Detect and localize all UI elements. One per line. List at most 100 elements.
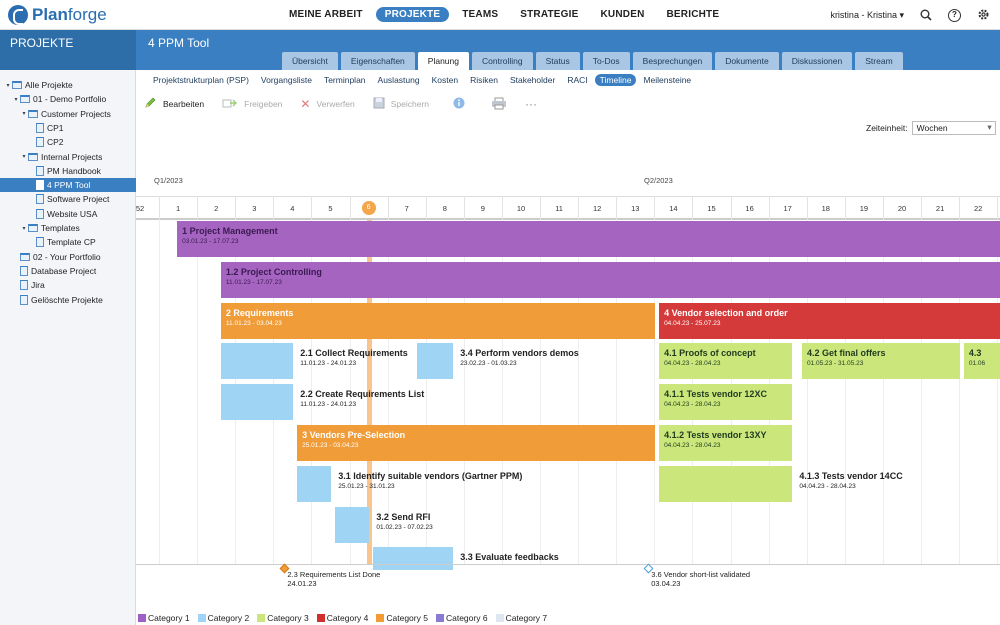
subnav-item-0[interactable]: Projektstrukturplan (PSP) xyxy=(153,75,249,85)
nav-item-strategie[interactable]: STRATEGIE xyxy=(520,9,579,20)
settings-gear-icon[interactable] xyxy=(977,8,990,23)
tree-item[interactable]: CP2 xyxy=(0,135,136,149)
brand-name-part1: Plan xyxy=(32,5,68,24)
nav-item-berichte[interactable]: BERICHTE xyxy=(666,9,720,20)
gantt-bar[interactable]: 4 Vendor selection and order 04.04.23 - 2… xyxy=(659,302,1000,339)
week-gridline xyxy=(844,220,846,565)
gantt-bar[interactable]: 4.2 Get final offers 01.05.23 - 31.05.23 xyxy=(801,343,960,380)
tab-0[interactable]: Übersicht xyxy=(282,52,338,70)
subnav-item-6[interactable]: Stakeholder xyxy=(509,75,556,85)
gantt-bar[interactable]: 4.1.2 Tests vendor 13XY 04.04.23 - 28.04.… xyxy=(659,425,793,461)
week-header xyxy=(136,196,1000,220)
nav-item-kunden[interactable]: KUNDEN xyxy=(600,9,645,20)
legend-swatch xyxy=(495,614,504,622)
discard-button[interactable]: ✕ Verwerfen xyxy=(300,97,354,111)
gantt-bar[interactable]: 4.1.1 Tests vendor 12XC 04.04.23 - 28.04.… xyxy=(659,384,793,421)
nav-item-teams[interactable]: TEAMS xyxy=(462,9,499,20)
tab-5[interactable]: To-Dos xyxy=(582,52,630,70)
gantt-bar[interactable]: 4.3 01.06 xyxy=(963,343,1000,380)
gantt-bar[interactable]: 2 Requirements 11.01.23 - 03.04.23 xyxy=(220,302,656,339)
gantt-bar[interactable] xyxy=(659,465,793,502)
gantt-bar[interactable] xyxy=(417,343,454,380)
legend-item[interactable]: Category 5 xyxy=(376,613,428,623)
tree-item[interactable]: ▾ Customer Projects xyxy=(0,107,136,121)
tree-item[interactable]: PM Handbook xyxy=(0,164,136,178)
tree-item[interactable]: ▾ Alle Projekte xyxy=(0,78,136,92)
legend-item[interactable]: Category 6 xyxy=(435,613,488,623)
gantt-bar[interactable]: 3 Vendors Pre-Selection 25.01.23 - 03.04.… xyxy=(297,425,656,461)
save-button[interactable]: Speichern xyxy=(373,97,429,112)
week-gridline xyxy=(311,220,313,565)
expand-chevron-icon[interactable]: ▾ xyxy=(6,82,10,89)
tree-item[interactable]: Database Project xyxy=(0,264,136,278)
edit-button[interactable]: Bearbeiten xyxy=(144,96,204,112)
subnav-item-4[interactable]: Kosten xyxy=(431,75,459,85)
tree-item[interactable]: Website USA xyxy=(0,207,136,221)
week-gridline xyxy=(540,220,541,565)
gantt-bar[interactable] xyxy=(297,465,332,502)
week-gridline xyxy=(425,220,427,565)
milestone[interactable]: 3.6 Vendor short-list validated 03.04.23 xyxy=(643,563,750,588)
tab-8[interactable]: Diskussionen xyxy=(781,52,853,70)
expand-chevron-icon[interactable]: ▾ xyxy=(14,96,18,103)
bar-title: 2 Requirements xyxy=(225,307,294,318)
user-menu[interactable]: kristina - Kristina ▾ xyxy=(830,10,904,21)
help-icon[interactable]: ? xyxy=(948,9,961,22)
legend-item[interactable]: Category 4 xyxy=(316,613,368,623)
time-unit-select[interactable]: Wochen xyxy=(911,121,996,135)
subnav-item-3[interactable]: Auslastung xyxy=(377,75,420,85)
bar-title: 3 Vendors Pre-Selection xyxy=(302,430,406,440)
search-icon[interactable] xyxy=(920,9,932,23)
tree-item[interactable]: CP1 xyxy=(0,121,136,135)
subnav-item-7[interactable]: RACI xyxy=(567,75,588,85)
gantt-bar[interactable]: 4.1 Proofs of concept 04.04.23 - 28.04.23 xyxy=(659,343,793,380)
gantt-bar[interactable] xyxy=(220,343,294,380)
tab-2[interactable]: Planung xyxy=(417,52,469,70)
tab-6[interactable]: Besprechungen xyxy=(632,52,713,70)
tree-item[interactable]: Gelöschte Projekte xyxy=(0,293,136,307)
expand-chevron-icon[interactable]: ▾ xyxy=(22,154,26,160)
tree-item[interactable]: Jira xyxy=(0,278,136,292)
tree-item[interactable]: ▾ 01 - Demo Portfolio xyxy=(0,92,136,106)
tree-item[interactable]: ▾ Internal Projects xyxy=(0,150,136,164)
tab-9[interactable]: Stream xyxy=(855,52,903,70)
gantt-bar[interactable] xyxy=(335,506,370,543)
legend-item[interactable]: Category 2 xyxy=(197,613,249,623)
nav-item-meine-arbeit[interactable]: MEINE ARBEIT xyxy=(289,9,363,20)
bar-dates: 23.02.23 - 01.03.23 xyxy=(460,360,517,368)
subnav-item-8[interactable]: Timeline xyxy=(594,74,637,86)
tree-item-label: Template CP xyxy=(47,237,96,248)
expand-chevron-icon[interactable]: ▾ xyxy=(22,225,26,232)
gantt-bar[interactable] xyxy=(220,384,294,421)
more-options-icon[interactable]: ··· xyxy=(525,97,538,111)
tree-item[interactable]: 4 PPM Tool xyxy=(0,178,136,193)
subnav-item-9[interactable]: Meilensteine xyxy=(643,75,692,85)
tree-item[interactable]: Software Project xyxy=(0,192,136,206)
print-button[interactable] xyxy=(491,97,507,112)
release-button[interactable]: Freigeben xyxy=(222,97,282,112)
tab-1[interactable]: Eigenschaften xyxy=(340,52,415,70)
nav-item-projekte[interactable]: PROJEKTE xyxy=(375,7,450,22)
legend-item[interactable]: Category 1 xyxy=(138,613,190,623)
legend-item[interactable]: Category 7 xyxy=(495,613,547,623)
project-doc-icon xyxy=(36,237,44,248)
subnav-item-2[interactable]: Terminplan xyxy=(323,75,366,85)
info-icon xyxy=(453,97,465,111)
tree-item[interactable]: ▾ Templates xyxy=(0,221,136,235)
tree-item[interactable]: Template CP xyxy=(0,235,136,249)
milestone[interactable]: 2.3 Requirements List Done 24.01.23 xyxy=(279,563,380,588)
gantt-bar[interactable]: 1 Project Management 03.01.23 - 17.07.23 xyxy=(177,221,1000,257)
tab-3[interactable]: Controlling xyxy=(471,52,533,70)
info-button[interactable] xyxy=(453,97,465,111)
gantt-bar[interactable]: 1.2 Project Controlling 11.01.23 - 17.07.… xyxy=(220,261,1000,298)
tree-item[interactable]: 02 - Your Portfolio xyxy=(0,250,136,264)
tab-4[interactable]: Status xyxy=(535,52,580,70)
subnav-item-5[interactable]: Risiken xyxy=(470,75,498,85)
planforge-logo[interactable]: Planforge xyxy=(8,5,107,25)
gantt-bar[interactable] xyxy=(373,547,454,570)
expand-chevron-icon[interactable]: ▾ xyxy=(22,111,26,118)
week-gridline xyxy=(654,220,656,565)
tab-7[interactable]: Dokumente xyxy=(715,52,779,70)
subnav-item-1[interactable]: Vorgangsliste xyxy=(260,75,312,85)
legend-item[interactable]: Category 3 xyxy=(257,613,309,623)
